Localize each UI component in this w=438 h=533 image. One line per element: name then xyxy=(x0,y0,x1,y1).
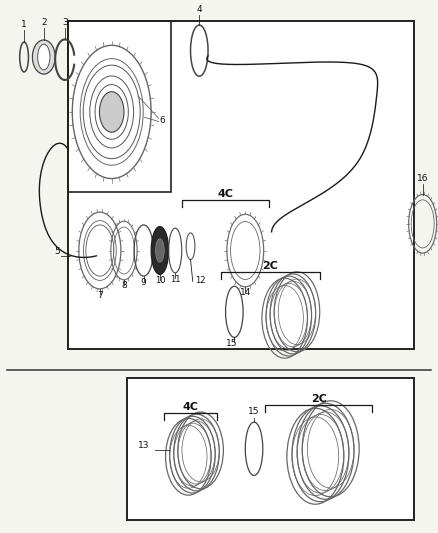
Text: 9: 9 xyxy=(141,278,147,287)
Bar xyxy=(68,21,414,349)
Ellipse shape xyxy=(151,227,169,274)
Bar xyxy=(127,378,414,520)
Text: 1: 1 xyxy=(21,20,27,29)
Text: 15: 15 xyxy=(248,407,260,416)
Text: 13: 13 xyxy=(138,441,149,450)
Text: 4C: 4C xyxy=(218,189,233,199)
Ellipse shape xyxy=(32,40,55,74)
Ellipse shape xyxy=(99,92,124,132)
Text: 6: 6 xyxy=(160,116,166,125)
Text: 14: 14 xyxy=(240,288,251,297)
Bar xyxy=(68,21,171,192)
Text: 12: 12 xyxy=(195,276,205,285)
Text: 5: 5 xyxy=(54,247,60,256)
Text: 4: 4 xyxy=(197,5,202,14)
Text: 16: 16 xyxy=(417,174,428,183)
Text: 2: 2 xyxy=(41,18,46,27)
Text: 11: 11 xyxy=(170,274,180,284)
Ellipse shape xyxy=(38,44,50,70)
Text: 2C: 2C xyxy=(311,394,327,404)
Text: 7: 7 xyxy=(97,290,103,300)
Text: 2C: 2C xyxy=(262,261,279,271)
Text: 15: 15 xyxy=(226,339,238,348)
Text: 10: 10 xyxy=(155,276,165,285)
Text: 4C: 4C xyxy=(183,402,198,412)
Bar xyxy=(68,21,414,349)
Bar xyxy=(127,378,414,520)
Text: 3: 3 xyxy=(62,18,68,27)
Text: 8: 8 xyxy=(121,281,127,290)
Ellipse shape xyxy=(155,239,164,262)
